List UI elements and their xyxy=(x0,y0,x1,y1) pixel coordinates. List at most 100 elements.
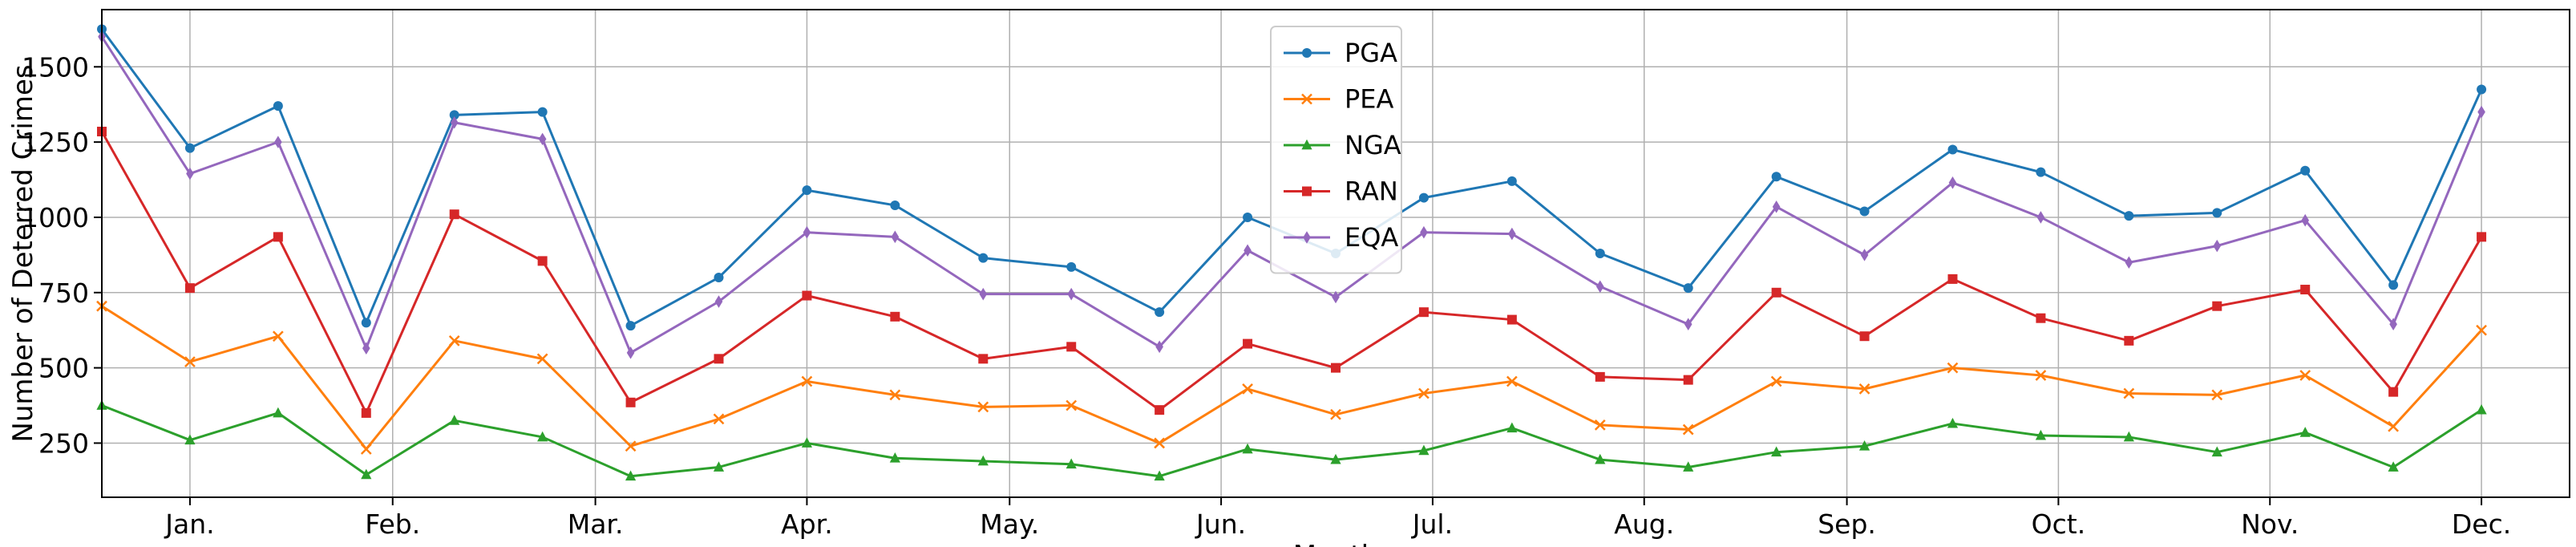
data-point xyxy=(1770,375,1782,387)
data-point xyxy=(2476,403,2487,415)
data-point xyxy=(2035,370,2047,381)
y-tick-label: 1250 xyxy=(22,127,89,158)
data-point xyxy=(1506,176,1517,186)
data-point xyxy=(1683,461,1694,472)
data-point xyxy=(1595,453,1606,464)
data-point xyxy=(2477,232,2487,242)
data-point xyxy=(361,318,371,328)
data-point xyxy=(977,455,989,466)
data-point xyxy=(1418,444,1430,456)
data-point xyxy=(1420,225,1428,239)
series-line-pea xyxy=(101,305,2483,451)
data-point xyxy=(1947,362,1959,374)
data-point xyxy=(2212,301,2222,311)
x-axis-ticks: Jan. Feb. Mar. Apr. May. Jun. Jul. Aug. Sep. Oct.… xyxy=(164,497,2511,540)
data-point xyxy=(1154,470,1165,481)
x-tick-label: Mar. xyxy=(568,509,624,540)
data-point xyxy=(1682,423,1694,436)
legend-label: RAN xyxy=(1345,176,1398,207)
legend-box xyxy=(1270,26,1402,274)
data-point xyxy=(1947,417,1959,428)
data-point xyxy=(448,334,460,346)
legend-marker xyxy=(1302,48,1312,58)
legend-marker xyxy=(1301,93,1312,105)
data-point xyxy=(184,356,196,367)
data-point xyxy=(2212,208,2222,218)
data-point xyxy=(2125,256,2133,269)
series-ran xyxy=(97,127,2487,418)
legend-entry-nga: NGA xyxy=(1284,130,1401,160)
data-point xyxy=(2213,239,2222,253)
data-point xyxy=(2124,211,2134,221)
data-point xyxy=(979,287,988,301)
data-point xyxy=(1418,387,1430,399)
data-point xyxy=(2124,335,2134,346)
data-point xyxy=(1595,280,1604,294)
legend-entry-eqa: EQA xyxy=(1284,222,1398,253)
data-point xyxy=(274,136,282,148)
data-point xyxy=(272,330,284,342)
data-point xyxy=(1859,206,1870,217)
data-point xyxy=(2299,427,2311,437)
data-point xyxy=(890,311,900,322)
data-point xyxy=(2211,389,2223,401)
x-tick-label: Apr. xyxy=(781,509,833,540)
data-point xyxy=(1066,399,1078,411)
legend-marker xyxy=(1302,186,1312,197)
y-tick-label: 1500 xyxy=(22,51,89,83)
data-point xyxy=(2300,285,2311,295)
data-point xyxy=(802,290,812,301)
data-point xyxy=(2301,213,2310,227)
x-tick-label: Jul. xyxy=(1411,509,1453,540)
data-point xyxy=(1860,249,1869,261)
series-pea xyxy=(96,300,2487,455)
data-point xyxy=(1771,446,1782,457)
x-tick-label: Jun. xyxy=(1195,509,1246,540)
data-point xyxy=(449,110,459,120)
legend-label: NGA xyxy=(1345,130,1401,160)
data-point xyxy=(801,437,813,448)
series-nga xyxy=(96,399,2487,481)
y-axis-ticks: 250 500 750 1000 1250 1500 xyxy=(22,51,102,459)
plot-frame xyxy=(101,9,2570,498)
data-point xyxy=(1154,437,1166,449)
data-point xyxy=(184,283,195,294)
data-point xyxy=(890,200,900,210)
series-group xyxy=(96,24,2487,481)
data-point xyxy=(450,115,459,129)
data-point xyxy=(803,225,811,239)
data-point xyxy=(713,413,725,425)
x-tick-label: Aug. xyxy=(1614,509,1674,540)
x-tick-label: Oct. xyxy=(2032,509,2086,540)
data-point xyxy=(713,461,725,472)
data-point xyxy=(1594,419,1606,431)
data-point xyxy=(2123,431,2134,442)
data-point xyxy=(1243,338,1253,349)
data-point xyxy=(625,470,637,481)
data-point xyxy=(1067,287,1076,301)
data-point xyxy=(1947,274,1958,284)
data-point xyxy=(1508,227,1516,241)
legend-entry-ran: RAN xyxy=(1284,176,1398,207)
data-point xyxy=(1683,375,1693,385)
data-point xyxy=(1858,440,1870,451)
data-point xyxy=(1330,408,1341,420)
data-point xyxy=(889,389,901,401)
data-point xyxy=(362,342,370,355)
legend: PGA PEA NGA RAN EQA xyxy=(1270,26,1402,274)
data-point xyxy=(2388,461,2399,472)
series-line-nga xyxy=(101,404,2482,478)
data-point xyxy=(978,253,989,263)
data-point xyxy=(273,407,284,418)
data-point xyxy=(2477,105,2485,119)
legend-label: PEA xyxy=(1345,84,1394,115)
data-point xyxy=(184,143,195,153)
data-point xyxy=(1155,405,1165,415)
data-point xyxy=(538,132,547,146)
data-point xyxy=(2123,387,2135,399)
data-point xyxy=(186,167,194,180)
y-tick-label: 250 xyxy=(38,427,89,459)
data-point xyxy=(714,273,724,283)
data-point xyxy=(2036,167,2046,177)
data-point xyxy=(1858,383,1870,395)
